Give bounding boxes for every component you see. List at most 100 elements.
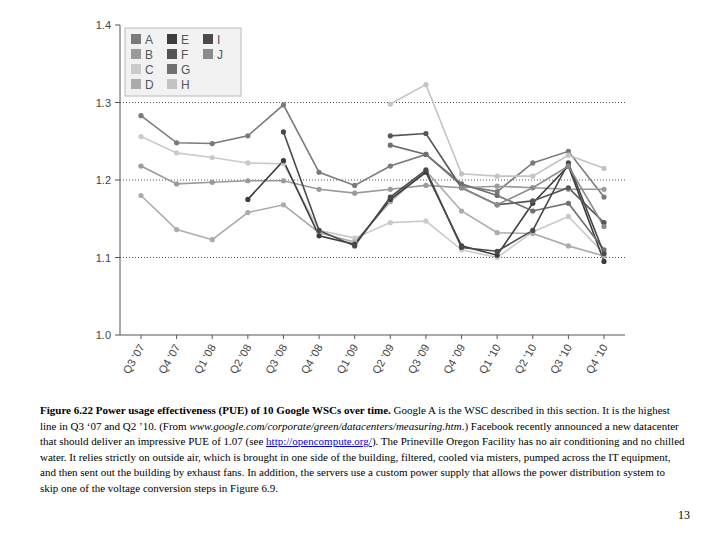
point — [423, 167, 428, 172]
x-tick-label: Q4 '09 — [441, 342, 467, 376]
point — [495, 202, 500, 207]
point — [530, 198, 535, 203]
series-line — [141, 166, 604, 193]
legend-label: G — [181, 63, 190, 77]
series-line — [248, 161, 604, 262]
caption-italic: www.google.com/corporate/green/datacente… — [189, 420, 461, 432]
point — [388, 220, 393, 225]
x-tick — [247, 335, 248, 339]
point — [245, 178, 250, 183]
legend-label: I — [217, 33, 220, 47]
point — [388, 133, 393, 138]
y-tick — [115, 257, 120, 258]
y-tick — [115, 180, 120, 181]
legend-swatch — [167, 49, 177, 59]
point — [530, 185, 535, 190]
point — [245, 160, 250, 165]
x-tick — [461, 335, 462, 339]
point — [601, 251, 606, 256]
point — [495, 230, 500, 235]
x-tick — [283, 335, 284, 339]
series-line — [462, 166, 604, 226]
x-tick-label: Q1 '09 — [334, 342, 360, 376]
legend-swatch — [131, 64, 141, 74]
point — [245, 197, 250, 202]
legend-swatch — [167, 34, 177, 44]
legend-box — [125, 28, 241, 96]
point — [495, 202, 500, 207]
point — [566, 214, 571, 219]
point — [174, 150, 179, 155]
legend-label: C — [145, 63, 154, 77]
point — [316, 187, 321, 192]
point — [601, 166, 606, 171]
x-tick — [497, 335, 498, 339]
point — [210, 155, 215, 160]
point — [423, 82, 428, 87]
point — [601, 259, 606, 264]
point — [566, 163, 571, 168]
point — [459, 185, 464, 190]
caption: Figure 6.22 Power usage effectiveness (P… — [40, 403, 685, 496]
legend-swatch — [131, 49, 141, 59]
legend-swatch — [131, 79, 141, 89]
y-axis — [120, 25, 121, 335]
point — [210, 180, 215, 185]
point — [530, 160, 535, 165]
series-line — [390, 145, 604, 250]
x-tick — [568, 335, 569, 339]
legend: ABCDEFGHIJ — [125, 28, 241, 96]
x-tick — [354, 335, 355, 339]
point — [423, 152, 428, 157]
point — [174, 227, 179, 232]
point — [138, 113, 143, 118]
point — [281, 102, 286, 107]
series-line — [390, 134, 604, 223]
point — [388, 101, 393, 106]
point — [459, 171, 464, 176]
series-line — [283, 132, 604, 254]
point — [352, 243, 357, 248]
caption-bold: Figure 6.22 Power usage effectiveness (P… — [40, 404, 391, 416]
point — [423, 218, 428, 223]
y-tick-label: 1.2 — [96, 174, 111, 186]
point — [281, 129, 286, 134]
point — [566, 201, 571, 206]
grid-line — [120, 102, 625, 103]
point — [495, 174, 500, 179]
point — [601, 224, 606, 229]
point — [530, 185, 535, 190]
x-tick — [390, 335, 391, 339]
x-tick-label: Q1 '10 — [476, 342, 502, 376]
legend-swatch — [203, 49, 213, 59]
caption-link[interactable]: http://opencompute.org/ — [266, 435, 372, 447]
point — [459, 208, 464, 213]
point — [174, 140, 179, 145]
point — [352, 183, 357, 188]
point — [281, 178, 286, 183]
y-tick-label: 1.3 — [96, 97, 111, 109]
legend-label: A — [145, 33, 153, 47]
point — [316, 233, 321, 238]
legend-label: J — [217, 48, 223, 62]
point — [352, 191, 357, 196]
point — [388, 194, 393, 199]
point — [566, 163, 571, 168]
point — [423, 152, 428, 157]
point — [601, 251, 606, 256]
point — [281, 202, 286, 207]
legend-swatch — [167, 64, 177, 74]
series-line — [390, 85, 604, 176]
point — [601, 187, 606, 192]
y-tick — [115, 102, 120, 103]
point — [174, 181, 179, 186]
point — [138, 163, 143, 168]
point — [423, 131, 428, 136]
point — [138, 193, 143, 198]
y-tick-label: 1.0 — [96, 329, 111, 341]
point — [245, 133, 250, 138]
point — [459, 185, 464, 190]
x-tick — [604, 335, 605, 339]
point — [601, 194, 606, 199]
point — [566, 153, 571, 158]
